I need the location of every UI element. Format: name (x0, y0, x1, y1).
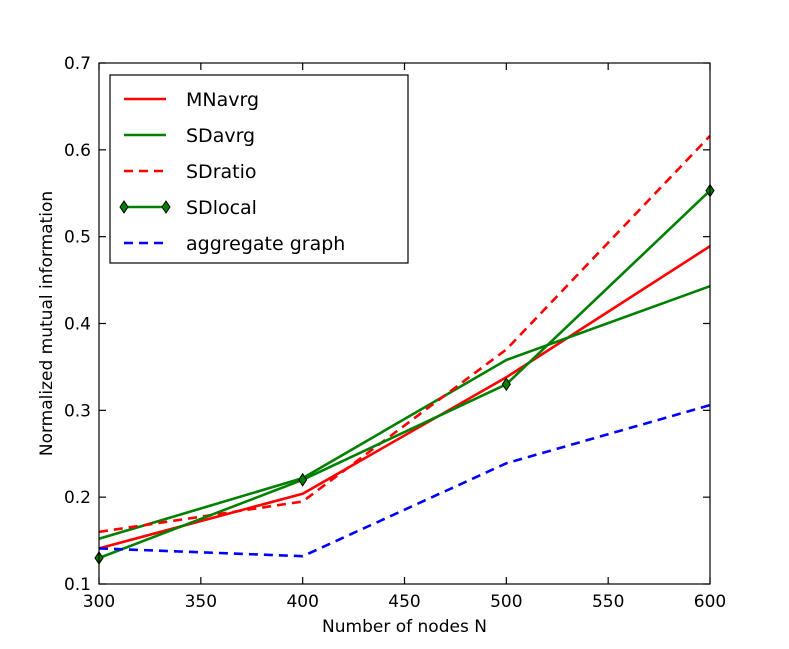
series-line-sdavrg (98, 284, 711, 541)
data-point-sdlocal (298, 472, 308, 487)
y-tick-label: 0.1 (64, 575, 91, 595)
series-layer (94, 135, 715, 565)
x-tick-label: 600 (694, 592, 726, 612)
axis-ticks: 300 350 400 450 500 550 600 0.1 0.2 0.3 0.4 0.5 0.6 0… (64, 54, 726, 612)
y-tick-label: 0.3 (64, 401, 91, 421)
series-line-mnavrg (98, 245, 711, 550)
x-axis-label: Number of nodes N (322, 617, 487, 637)
legend-label-mnavrg: MNavrg (186, 89, 259, 111)
y-tick-label: 0.7 (64, 54, 91, 74)
data-point-sdlocal (501, 377, 511, 392)
legend-label-sdratio: SDratio (186, 161, 257, 183)
y-axis-label: Normalized mutual information (37, 191, 57, 456)
legend-label-aggregate-graph: aggregate graph (186, 233, 345, 255)
legend-label-sdavrg: SDavrg (186, 125, 255, 147)
series-line-sdratio (98, 135, 711, 534)
x-tick-label: 350 (185, 592, 217, 612)
y-tick-label: 0.2 (64, 488, 91, 508)
legend-marker-sdlocal (161, 200, 171, 214)
x-tick-label: 450 (388, 592, 420, 612)
legend: MNavrg SDavrg SDratio SDlocal aggregate grap… (109, 74, 409, 264)
legend-marker-sdlocal (119, 200, 129, 214)
legend-label-sdlocal: SDlocal (186, 197, 257, 219)
y-tick-label: 0.6 (64, 141, 91, 161)
legend-box (109, 74, 409, 264)
series-line-sdlocal (98, 189, 711, 560)
x-tick-label: 550 (592, 592, 624, 612)
series-line-aggregate-graph (98, 403, 711, 558)
x-tick-label: 400 (286, 592, 318, 612)
y-tick-label: 0.4 (64, 315, 91, 335)
x-tick-label: 300 (83, 592, 115, 612)
x-tick-label: 500 (490, 592, 522, 612)
y-tick-label: 0.5 (64, 228, 91, 248)
